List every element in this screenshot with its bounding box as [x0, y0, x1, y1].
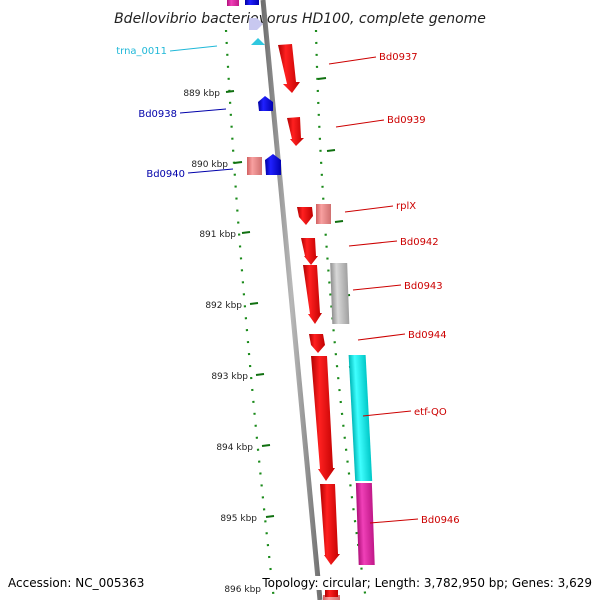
kbp-ticks: [225, 77, 370, 589]
feature-label-bd0944[interactable]: Bd0944: [408, 330, 447, 341]
gene-bd0940-pink[interactable]: [247, 157, 262, 175]
accession-text: Accession: NC_005363: [8, 576, 145, 590]
gene-etf-qo-cyan[interactable]: [348, 355, 373, 481]
partial-gene-blue-top[interactable]: [245, 0, 259, 5]
tick-label: 890 kbp: [191, 160, 228, 170]
feature-label-etf-qo[interactable]: etf-QO: [414, 407, 447, 418]
gene-bd0940[interactable]: [265, 154, 281, 175]
gene-bd0943[interactable]: [303, 265, 322, 324]
tick-label: 894 kbp: [216, 443, 253, 453]
gene-bd0944[interactable]: [309, 334, 325, 353]
gene-etf-qo[interactable]: [311, 356, 335, 481]
feature-label-bd0940[interactable]: Bd0940: [146, 169, 185, 180]
genome-backbone: [260, 0, 323, 600]
gene-rplx[interactable]: [297, 207, 313, 225]
gene-bd0939[interactable]: [287, 117, 304, 146]
partial-gene-magenta-top[interactable]: [227, 0, 239, 6]
feature-label-trna-0011[interactable]: trna_0011: [116, 46, 167, 57]
gene-bd0942[interactable]: [301, 238, 318, 265]
feature-label-bd0937[interactable]: Bd0937: [379, 52, 418, 63]
feature-label-bd0942[interactable]: Bd0942: [400, 237, 439, 248]
gene-bd0946[interactable]: [320, 484, 340, 565]
feature-label-bd0943[interactable]: Bd0943: [404, 281, 443, 292]
tick-label: 893 kbp: [211, 372, 248, 382]
feature-label-bd0946[interactable]: Bd0946: [421, 515, 460, 526]
feature-label-bd0939[interactable]: Bd0939: [387, 115, 426, 126]
topology-text: Topology: circular; Length: 3,782,950 bp…: [262, 576, 592, 590]
feature-label-rplx[interactable]: rplX: [396, 201, 416, 212]
tick-label: 889 kbp: [183, 89, 220, 99]
tick-label: 896 kbp: [224, 585, 261, 595]
gene-bd0938[interactable]: [258, 96, 273, 111]
map-title: Bdellovibrio bacteriovorus HD100, comple…: [114, 11, 486, 27]
tick-label: 892 kbp: [205, 301, 242, 311]
trna-arrow[interactable]: [251, 38, 265, 45]
gene-bd0946-magenta[interactable]: [355, 483, 375, 565]
tick-label: 895 kbp: [220, 514, 257, 524]
label-connectors: [169, 45, 419, 524]
gene-bottom-partial-red[interactable]: [325, 590, 338, 597]
tick-label: 891 kbp: [199, 230, 236, 240]
feature-label-bd0938[interactable]: Bd0938: [138, 109, 177, 120]
outer-tick-ring: [314, 29, 368, 600]
gene-bd0943-gray[interactable]: [330, 263, 350, 324]
gene-bd0937[interactable]: [278, 44, 300, 93]
gene-rplx-pink[interactable]: [316, 204, 331, 224]
partial-gene-lavender-top[interactable]: [249, 18, 263, 30]
